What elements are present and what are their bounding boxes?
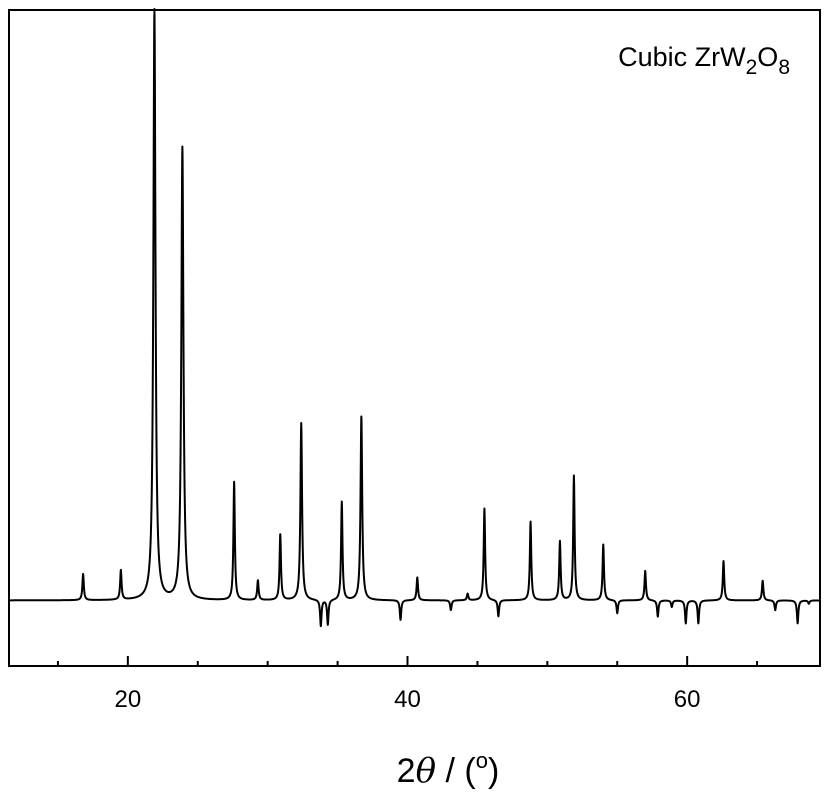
xlabel-slash: / (: [436, 752, 476, 790]
xlabel-suffix: ): [488, 752, 499, 790]
legend-label: Cubic ZrW2O8: [618, 42, 790, 79]
xlabel-prefix: 2: [397, 752, 416, 790]
x-axis-label: 2θ / (o): [397, 748, 500, 791]
xlabel-theta: θ: [416, 751, 436, 791]
legend-prefix: Cubic ZrW: [618, 42, 746, 72]
legend-sub-2: 8: [778, 56, 790, 79]
x-ticks: [56, 656, 759, 666]
xrd-pattern-line: [8, 8, 821, 628]
x-tick-labels: 20 40 60: [115, 686, 701, 713]
xlabel-sup: o: [476, 748, 488, 773]
x-tick-label: 60: [674, 686, 701, 713]
plot-frame: [8, 9, 821, 667]
legend-sub-1: 2: [746, 56, 758, 79]
x-tick-label: 40: [394, 686, 421, 713]
x-tick-label: 20: [115, 686, 142, 713]
peak-markers: [82, 8, 819, 627]
legend-mid: O: [757, 42, 778, 72]
